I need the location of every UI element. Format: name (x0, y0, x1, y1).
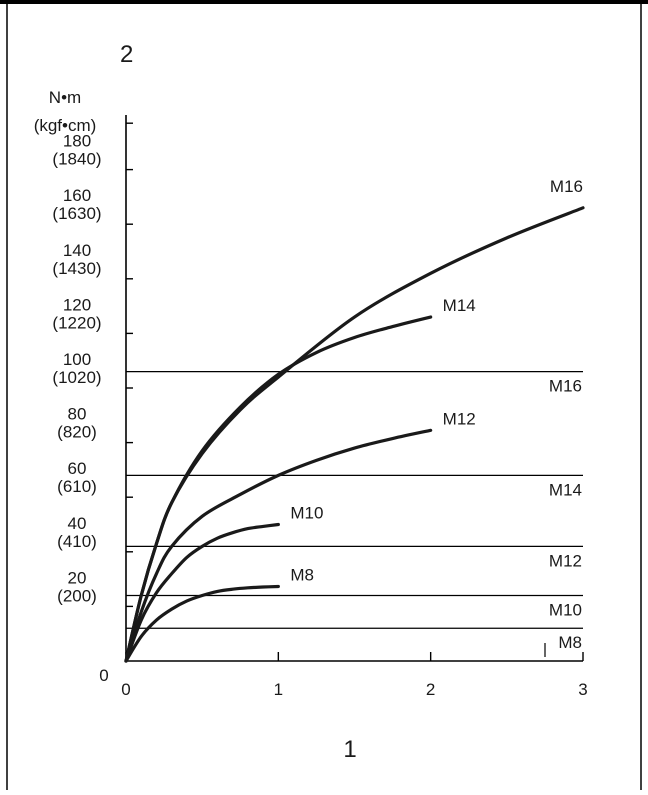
reference-label-m8: M8 (558, 633, 582, 652)
y-tick-label: 20 (68, 568, 87, 587)
series-curve-m8 (124, 584, 280, 663)
y-tick-sublabel: (410) (57, 532, 97, 551)
y-tick-sublabel: (1020) (52, 368, 101, 387)
series-label-m12: M12 (443, 409, 476, 428)
y-tick-sublabel: (1630) (52, 204, 101, 223)
x-tick-label: 0 (121, 680, 130, 699)
series-label-m10: M10 (290, 504, 323, 523)
y-tick-sublabel: (1430) (52, 259, 101, 278)
corner-label: 2 (120, 41, 133, 68)
y-tick-label: 120 (63, 295, 91, 314)
y-tick-label: 80 (68, 405, 87, 424)
y-tick-label: 100 (63, 350, 91, 369)
series-curve-m10 (124, 522, 280, 663)
y-tick-label: 160 (63, 186, 91, 205)
series-label-m16: M16 (550, 177, 583, 196)
y-zero-label: 0 (99, 666, 108, 685)
series-label-m8: M8 (290, 565, 314, 584)
series-curve-m12 (124, 428, 433, 663)
reference-lines: M8 M10 M12 M14 M16 (126, 371, 583, 657)
y-unit-sub-label: (kgf•cm) (34, 116, 97, 135)
reference-label-m12: M12 (549, 551, 582, 570)
y-tick-sublabel: (610) (57, 477, 97, 496)
reference-label-m16: M16 (549, 377, 582, 396)
x-tick-label: 2 (426, 680, 435, 699)
y-tick-label: 140 (63, 241, 91, 260)
x-tick-label: 1 (274, 680, 283, 699)
series-label-m14: M14 (443, 296, 476, 315)
series-curves: M8 M10 M12 M14 M16 (124, 177, 585, 663)
y-unit-label: N•m (49, 88, 81, 107)
x-tick-label: 3 (578, 680, 587, 699)
y-tick-label: 60 (68, 459, 87, 478)
series-curve-m16 (124, 206, 585, 663)
y-tick-label: 40 (68, 514, 87, 533)
y-tick-sublabel: (1220) (52, 313, 101, 332)
y-tick-sublabel: (200) (57, 586, 97, 605)
axes: 0 1 2 3 0 20(200) 40(410) 60(610) 80(820) 100(102… (52, 115, 588, 699)
reference-label-m10: M10 (549, 600, 582, 619)
y-tick-sublabel: (1840) (52, 150, 101, 169)
y-tick-sublabel: (820) (57, 423, 97, 442)
reference-label-m14: M14 (549, 480, 582, 499)
bottom-label: 1 (343, 736, 356, 763)
y-tick-label: 180 (63, 132, 91, 151)
